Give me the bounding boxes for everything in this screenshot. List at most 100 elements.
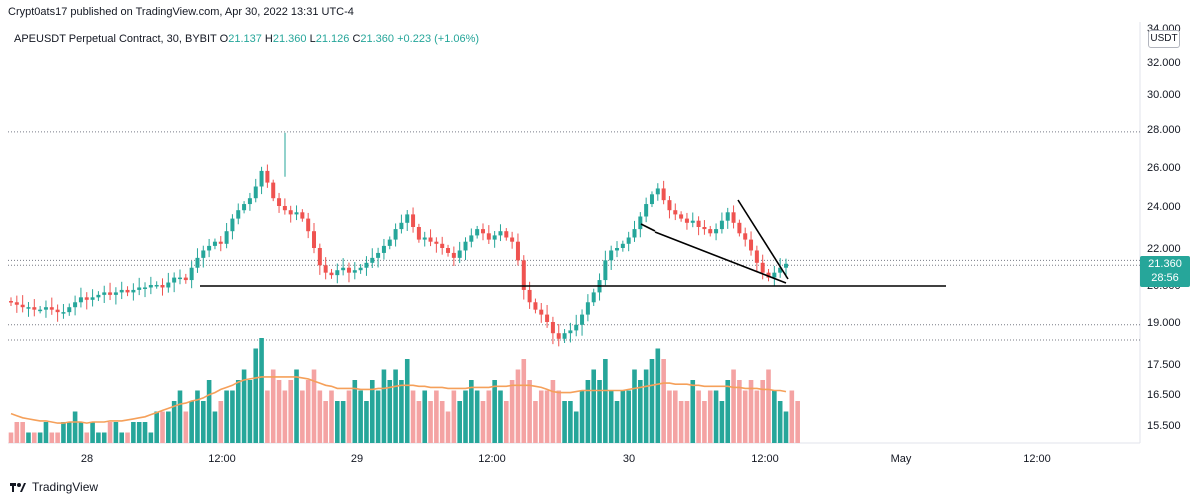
volume-bar <box>748 380 754 443</box>
volume-bar <box>90 422 95 443</box>
volume-bar <box>416 401 422 443</box>
volume-bar <box>329 390 334 443</box>
low-label: L <box>309 33 316 45</box>
volume-bar <box>218 401 224 443</box>
candle-body <box>38 309 43 312</box>
candle-body <box>253 186 258 199</box>
candle-body <box>574 324 579 331</box>
volume-bar <box>177 390 183 443</box>
candle-body <box>480 229 485 234</box>
high-value: 21.360 <box>272 33 307 45</box>
volume-bar <box>364 401 369 443</box>
candle-body <box>655 188 660 195</box>
volume-bar <box>544 390 550 443</box>
currency-badge[interactable]: USDT <box>1148 30 1180 48</box>
candle-body <box>288 210 293 215</box>
candle-body <box>277 198 282 206</box>
volume-bar <box>113 422 119 443</box>
volume-bar <box>189 401 194 443</box>
candle-body <box>108 292 113 295</box>
volume-bar <box>480 401 486 443</box>
volume-bar <box>439 401 445 443</box>
candle-body <box>160 285 165 288</box>
candle-body <box>486 233 491 240</box>
candle-body <box>679 214 684 219</box>
volume-bar <box>253 348 259 443</box>
volume-bar <box>195 390 200 443</box>
candle-body <box>189 267 194 281</box>
volume-bar <box>777 401 783 443</box>
candle-body <box>615 248 620 251</box>
volume-bar <box>498 390 503 443</box>
volume-bar <box>638 380 643 443</box>
candle-body <box>696 220 701 227</box>
publish-info: Crypt0ats17 published on TradingView.com… <box>8 6 354 18</box>
volume-bar <box>562 401 567 443</box>
close-value: 21.360 <box>360 33 395 45</box>
price-tick-label: 24.000 <box>1147 201 1181 213</box>
candle-body <box>399 222 404 230</box>
volume-bar <box>340 401 346 443</box>
candle-body <box>515 241 520 261</box>
candle-body <box>591 292 596 303</box>
candle-body <box>224 231 229 244</box>
candle-body <box>667 200 672 211</box>
volume-bar <box>643 369 649 443</box>
candle-body <box>148 285 153 288</box>
volume-bar <box>66 422 72 443</box>
candle-body <box>690 220 695 223</box>
candle-body <box>749 239 754 251</box>
volume-bar <box>346 390 352 443</box>
time-tick-label: May <box>891 453 912 465</box>
candle-body <box>498 231 503 236</box>
volume-bar <box>358 390 363 443</box>
price-tick-label: 26.000 <box>1147 162 1181 174</box>
volume-bar <box>649 359 655 443</box>
volume-bar <box>620 390 626 443</box>
candle-body <box>358 267 363 271</box>
candle-body <box>247 198 252 205</box>
wedge-upper-line <box>737 199 789 280</box>
candle-body <box>55 309 60 313</box>
volume-bar <box>78 422 84 443</box>
low-value: 21.126 <box>315 33 350 45</box>
volume-bar <box>375 390 381 443</box>
volume-bar <box>795 401 800 443</box>
candle-body <box>638 216 643 230</box>
volume-bar <box>527 380 532 443</box>
candle-body <box>580 314 585 325</box>
volume-bar <box>311 369 317 443</box>
volume-bar <box>335 401 340 443</box>
footer-brand[interactable]: TradingView <box>10 480 98 494</box>
volume-bar <box>160 411 165 443</box>
volume-bar <box>96 432 101 443</box>
candle-body <box>323 265 328 273</box>
wedge-lower-line <box>654 231 787 284</box>
volume-bar <box>241 369 247 443</box>
time-tick-label: 30 <box>623 453 635 465</box>
volume-bar <box>696 390 701 443</box>
candle-body <box>195 257 200 268</box>
volume-bar <box>247 380 253 443</box>
volume-bar <box>37 432 43 443</box>
volume-bar <box>661 359 666 443</box>
volume-bar <box>789 390 795 443</box>
volume-bar <box>125 432 130 443</box>
last-price: 21.360 <box>1148 258 1182 270</box>
volume-bar <box>84 432 90 443</box>
time-tick-label: 12:00 <box>208 453 236 465</box>
volume-bar <box>760 380 765 443</box>
candle-body <box>428 237 433 242</box>
candle-body <box>271 182 276 199</box>
candle-body <box>457 250 462 258</box>
volume-bar <box>101 432 107 443</box>
volume-bar <box>317 390 323 443</box>
volume-bar <box>713 390 719 443</box>
volume-bar <box>533 401 538 443</box>
volume-bar <box>672 390 678 443</box>
candle-body <box>102 292 107 295</box>
price-tick-label: 19.000 <box>1147 317 1181 329</box>
volume-ma-line <box>10 376 787 424</box>
volume-bar <box>387 380 393 443</box>
